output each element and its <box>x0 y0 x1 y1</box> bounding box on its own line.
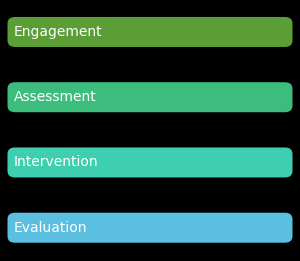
FancyBboxPatch shape <box>8 213 292 243</box>
Text: Engagement: Engagement <box>14 25 102 39</box>
Text: Intervention: Intervention <box>14 156 98 169</box>
Text: Assessment: Assessment <box>14 90 96 104</box>
Text: Evaluation: Evaluation <box>14 221 87 235</box>
FancyBboxPatch shape <box>8 17 292 47</box>
FancyBboxPatch shape <box>8 82 292 112</box>
FancyBboxPatch shape <box>8 147 292 177</box>
